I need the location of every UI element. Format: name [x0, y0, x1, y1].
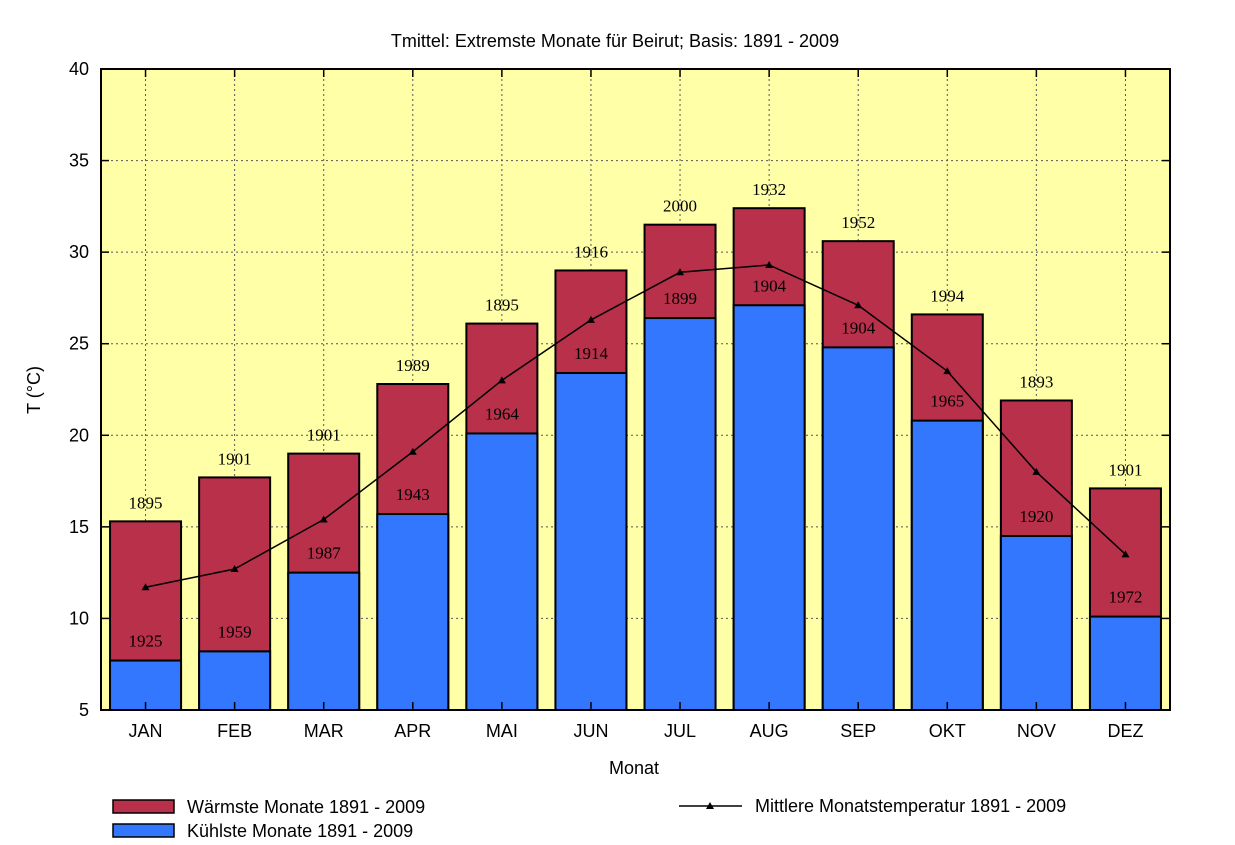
- mean-marker: [765, 260, 774, 268]
- y-tick-label: 10: [69, 608, 89, 628]
- cool-year-label: 1972: [1108, 588, 1142, 607]
- warm-year-label: 2000: [663, 197, 697, 216]
- legend: Wärmste Monate 1891 - 2009 Kühlste Monat…: [112, 796, 1066, 841]
- x-tick-label: JUL: [664, 721, 696, 741]
- warm-year-label: 1893: [1019, 372, 1053, 391]
- cool-year-label: 1904: [752, 276, 787, 295]
- mean-marker: [1121, 550, 1130, 558]
- bars: [109, 207, 1162, 712]
- bar-cool: [1088, 615, 1162, 712]
- y-tick-label: 15: [69, 517, 89, 537]
- mean-marker: [319, 515, 328, 523]
- x-tick-label: APR: [394, 721, 431, 741]
- warm-year-label: 1901: [307, 426, 341, 445]
- warm-year-label: 1989: [396, 356, 430, 375]
- x-axis-label: Monat: [609, 758, 659, 778]
- bar-cool: [821, 346, 895, 711]
- y-tick-label: 40: [69, 59, 89, 79]
- warm-year-label: 1895: [485, 296, 519, 315]
- y-tick-label: 20: [69, 425, 89, 445]
- bar-cool: [732, 304, 806, 711]
- legend-swatch-warm: [112, 799, 175, 814]
- cool-year-label: 1943: [396, 485, 430, 504]
- x-tick-label: FEB: [217, 721, 252, 741]
- legend-label-warm: Wärmste Monate 1891 - 2009: [187, 797, 425, 817]
- cool-year-label: 1920: [1019, 507, 1053, 526]
- x-tick-label: JAN: [129, 721, 163, 741]
- cool-year-label: 1965: [930, 392, 964, 411]
- year-labels: 1895 1925 1901 1959 1901 1987 1989 1943 1895 1964…: [129, 180, 1143, 650]
- mean-marker: [497, 376, 506, 384]
- legend-label-mean: Mittlere Monatstemperatur 1891 - 2009: [755, 796, 1066, 816]
- warm-year-label: 1916: [574, 242, 608, 261]
- x-tick-label: NOV: [1017, 721, 1056, 741]
- cool-year-label: 1899: [663, 289, 697, 308]
- y-tick-label: 5: [79, 700, 89, 720]
- warm-year-label: 1994: [930, 286, 965, 305]
- chart-title: Tmittel: Extremste Monate für Beirut; Ba…: [391, 31, 839, 51]
- cool-year-label: 1914: [574, 344, 609, 363]
- mean-marker: [141, 583, 150, 591]
- bar-cool: [287, 571, 361, 712]
- bar-cool: [999, 535, 1073, 711]
- warm-year-label: 1895: [129, 493, 163, 512]
- warm-year-label: 1932: [752, 180, 786, 199]
- cool-year-label: 1987: [307, 544, 342, 563]
- cool-year-label: 1964: [485, 404, 520, 423]
- mean-marker: [408, 447, 417, 455]
- plot-background: [101, 69, 1170, 710]
- mean-marker: [230, 564, 239, 572]
- x-tick-label: MAR: [304, 721, 344, 741]
- y-tick-label: 35: [69, 151, 89, 171]
- warm-year-label: 1901: [218, 449, 252, 468]
- x-tick-label: MAI: [486, 721, 518, 741]
- mean-marker: [676, 268, 685, 276]
- legend-label-cool: Kühlste Monate 1891 - 2009: [187, 821, 413, 841]
- mean-marker: [943, 367, 952, 375]
- axes: 5 10 15 20 25 30 35 40 JAN FEB MAR APR MAI JUN JUL AUG S…: [69, 59, 1170, 741]
- mean-polyline: [145, 264, 1126, 589]
- warm-year-label: 1901: [1108, 460, 1142, 479]
- y-tick-label: 25: [69, 334, 89, 354]
- bar-cool: [554, 372, 628, 711]
- warm-year-label: 1952: [841, 213, 875, 232]
- legend-swatch-cool: [112, 823, 175, 838]
- bar-cool: [198, 650, 272, 711]
- bar-cool: [643, 317, 717, 711]
- bar-cool: [910, 419, 984, 711]
- plot-frame: [100, 68, 1171, 711]
- legend-marker-mean: [706, 802, 714, 809]
- y-axis-label: T (°C): [24, 366, 44, 414]
- cool-year-label: 1925: [129, 632, 163, 651]
- cool-year-label: 1959: [218, 622, 252, 641]
- x-tick-label: OKT: [929, 721, 966, 741]
- mean-marker: [1032, 467, 1041, 475]
- x-tick-label: SEP: [840, 721, 876, 741]
- x-tick-label: JUN: [573, 721, 608, 741]
- cool-year-label: 1904: [841, 318, 876, 337]
- bar-cool: [465, 432, 539, 711]
- mean-marker: [854, 301, 863, 309]
- y-tick-label: 30: [69, 242, 89, 262]
- x-tick-label: AUG: [750, 721, 789, 741]
- mean-line: [141, 260, 1130, 591]
- mean-marker: [586, 315, 595, 323]
- x-tick-label: DEZ: [1107, 721, 1143, 741]
- bar-cool: [376, 513, 450, 712]
